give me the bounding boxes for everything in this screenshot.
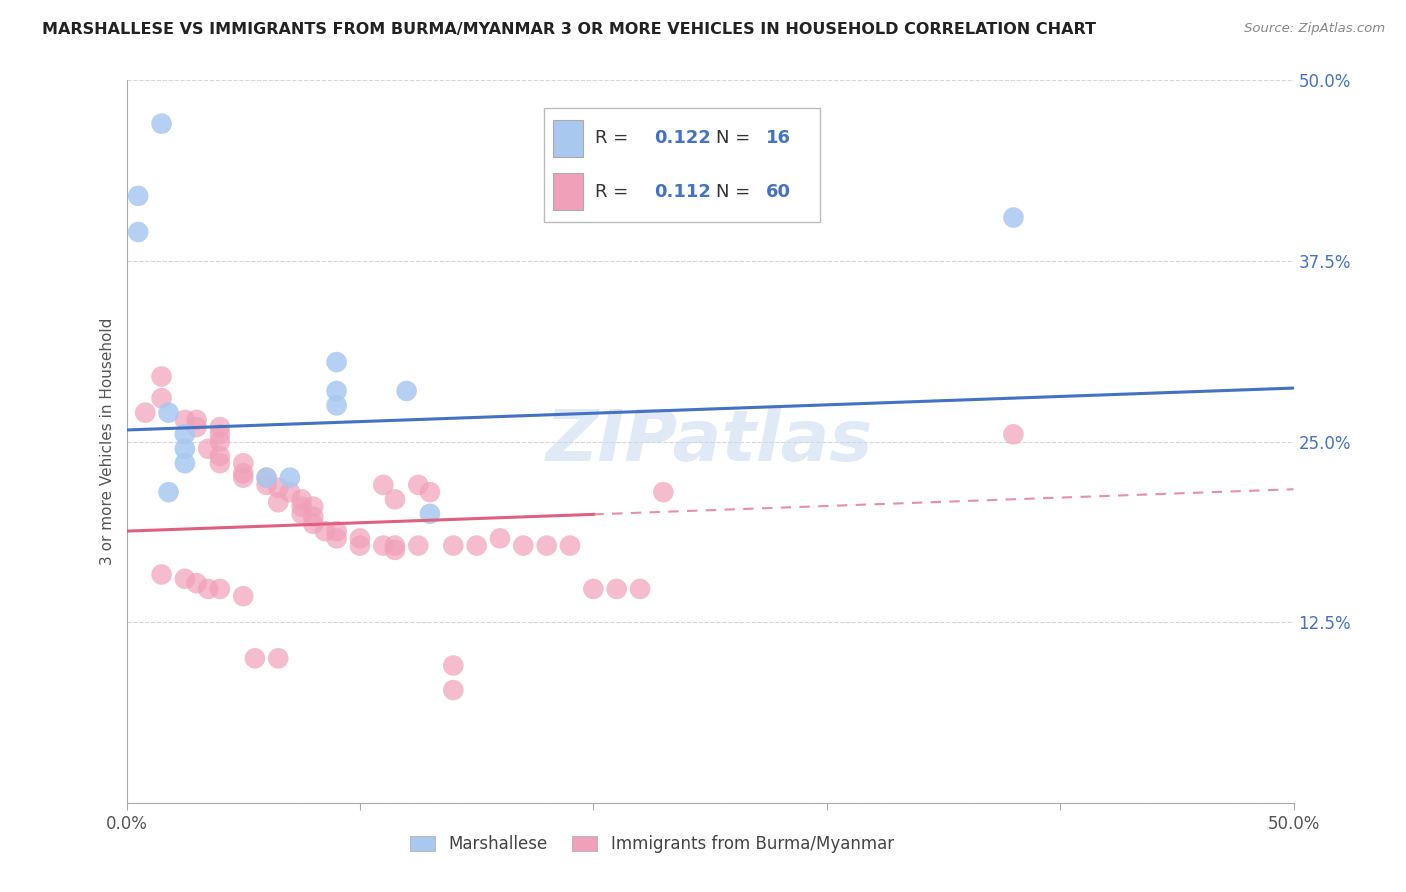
Point: [197, 442, 219, 456]
Point: [628, 582, 651, 596]
Point: [232, 589, 254, 603]
Point: [186, 420, 208, 434]
Point: [267, 651, 290, 665]
Point: [512, 539, 534, 553]
Point: [290, 492, 312, 507]
Point: [384, 539, 406, 553]
Text: 16: 16: [766, 129, 792, 147]
Point: [314, 524, 336, 538]
Point: [1002, 427, 1025, 442]
Point: [419, 507, 441, 521]
Point: [186, 413, 208, 427]
Point: [325, 398, 347, 412]
Text: R =: R =: [595, 129, 628, 147]
Point: [290, 500, 312, 514]
Text: 0.112: 0.112: [654, 183, 710, 201]
Point: [349, 539, 371, 553]
Point: [606, 582, 628, 596]
Point: [325, 384, 347, 398]
Point: [267, 495, 290, 509]
Text: N =: N =: [716, 183, 749, 201]
Point: [232, 470, 254, 484]
Point: [290, 507, 312, 521]
Point: [174, 442, 197, 456]
Point: [302, 516, 325, 531]
Point: [408, 478, 430, 492]
Point: [419, 485, 441, 500]
Text: MARSHALLESE VS IMMIGRANTS FROM BURMA/MYANMAR 3 OR MORE VEHICLES IN HOUSEHOLD COR: MARSHALLESE VS IMMIGRANTS FROM BURMA/MYA…: [42, 22, 1097, 37]
Point: [232, 456, 254, 470]
Point: [256, 470, 278, 484]
Point: [267, 481, 290, 495]
Point: [150, 567, 173, 582]
Point: [441, 683, 464, 698]
Point: [208, 449, 231, 463]
Point: [278, 470, 301, 484]
FancyBboxPatch shape: [553, 120, 583, 157]
Point: [150, 391, 173, 405]
Point: [373, 539, 395, 553]
Point: [186, 576, 208, 591]
Point: [302, 500, 325, 514]
FancyBboxPatch shape: [544, 108, 820, 222]
Point: [256, 470, 278, 484]
Point: [408, 539, 430, 553]
Point: [302, 509, 325, 524]
Point: [174, 572, 197, 586]
Point: [243, 651, 266, 665]
Point: [489, 532, 512, 546]
Point: [582, 582, 605, 596]
Point: [127, 225, 149, 239]
Point: [325, 355, 347, 369]
Point: [278, 485, 301, 500]
Point: [174, 413, 197, 427]
Point: [197, 582, 219, 596]
Point: [208, 434, 231, 449]
Point: [208, 456, 231, 470]
Point: [325, 532, 347, 546]
Y-axis label: 3 or more Vehicles in Household: 3 or more Vehicles in Household: [100, 318, 115, 566]
Point: [157, 485, 180, 500]
Point: [652, 485, 675, 500]
Point: [441, 658, 464, 673]
Point: [1002, 211, 1025, 225]
Point: [325, 524, 347, 538]
Point: [208, 420, 231, 434]
Point: [150, 117, 173, 131]
Text: R =: R =: [595, 183, 628, 201]
Point: [441, 539, 464, 553]
Point: [536, 539, 558, 553]
Point: [134, 406, 156, 420]
Point: [395, 384, 418, 398]
Point: [558, 539, 581, 553]
Text: 60: 60: [766, 183, 792, 201]
Point: [384, 492, 406, 507]
Point: [256, 478, 278, 492]
Point: [157, 406, 180, 420]
Point: [208, 427, 231, 442]
Point: [208, 582, 231, 596]
Point: [174, 427, 197, 442]
Text: 0.122: 0.122: [654, 129, 710, 147]
Point: [349, 532, 371, 546]
Point: [127, 189, 149, 203]
Point: [373, 478, 395, 492]
Point: [174, 456, 197, 470]
Text: ZIPatlas: ZIPatlas: [547, 407, 873, 476]
Point: [465, 539, 488, 553]
Point: [232, 467, 254, 481]
Text: Source: ZipAtlas.com: Source: ZipAtlas.com: [1244, 22, 1385, 36]
Point: [384, 542, 406, 557]
Text: N =: N =: [716, 129, 749, 147]
Point: [150, 369, 173, 384]
Legend: Marshallese, Immigrants from Burma/Myanmar: Marshallese, Immigrants from Burma/Myanm…: [404, 828, 900, 860]
FancyBboxPatch shape: [553, 173, 583, 211]
